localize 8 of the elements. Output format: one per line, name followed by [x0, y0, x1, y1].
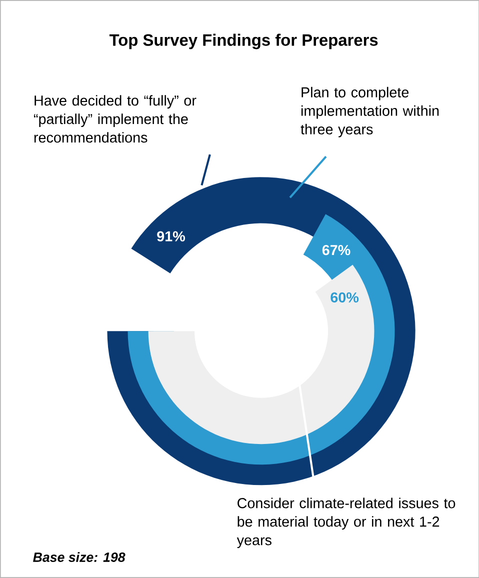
- data-label: 67%: [322, 244, 350, 256]
- category-label: Plan to complete implementation within three years: [300, 86, 438, 138]
- data-label: 91%: [156, 231, 185, 242]
- text: Base size: 198: [32, 552, 126, 562]
- data-label: 60%: [330, 292, 358, 303]
- text: Top Survey Findings for Preparers: [109, 34, 378, 50]
- category-label: Have decided to “fully” or “partially” implement the recommendations: [34, 95, 196, 143]
- category-label: Consider climate-related issues to be material today or in next 1-2 years: [236, 498, 455, 548]
